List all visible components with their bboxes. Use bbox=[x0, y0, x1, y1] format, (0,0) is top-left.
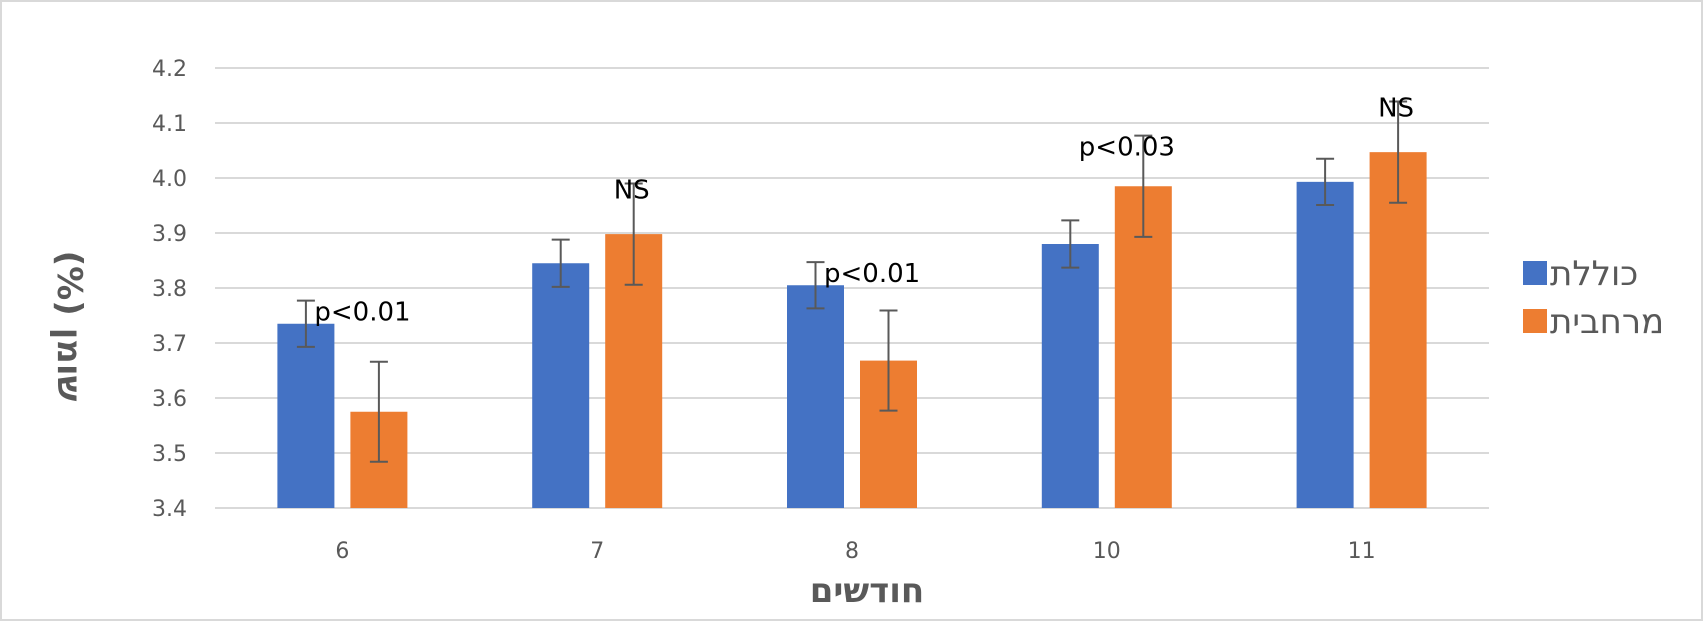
bar-10-series-2 bbox=[1114, 186, 1172, 508]
x-tick-label: 8 bbox=[845, 539, 859, 564]
bars bbox=[277, 152, 1427, 508]
gridlines bbox=[215, 67, 1489, 509]
y-tick-label: 3.4 bbox=[152, 497, 187, 522]
y-tick-label: 4.1 bbox=[152, 112, 187, 137]
y-axis-tick-labels: 3.4 3.5 3.6 3.7 3.8 3.9 4.0 4.1 4.2 bbox=[152, 57, 187, 522]
x-tick-label: 11 bbox=[1348, 539, 1376, 564]
bar-11-series-2 bbox=[1369, 152, 1427, 508]
x-tick-label: 10 bbox=[1093, 539, 1121, 564]
y-tick-label: 4.0 bbox=[152, 167, 187, 192]
legend-label-2: מרחבית bbox=[1550, 302, 1664, 342]
legend-label-1: כוללת bbox=[1550, 254, 1638, 294]
y-axis-title: שומן (%) bbox=[49, 251, 89, 402]
y-tick-label: 3.5 bbox=[152, 442, 187, 467]
y-tick-label: 4.2 bbox=[152, 57, 187, 82]
bar-6-series-1 bbox=[277, 323, 335, 508]
significance-annotations: p<0.01 NS p<0.01 p<0.03 NS bbox=[314, 94, 1414, 328]
x-tick-label: 7 bbox=[590, 539, 604, 564]
bar-10-series-1 bbox=[1041, 244, 1099, 508]
x-axis-tick-labels: 6 7 8 10 11 bbox=[335, 539, 1375, 564]
bar-11-series-1 bbox=[1296, 181, 1354, 508]
annotation-8: p<0.01 bbox=[824, 259, 920, 289]
x-tick-label: 6 bbox=[335, 539, 349, 564]
annotation-10: p<0.03 bbox=[1079, 133, 1175, 163]
error-bars bbox=[296, 100, 1408, 463]
x-axis-title: חודשים bbox=[810, 571, 924, 611]
legend-swatch-1 bbox=[1523, 261, 1547, 285]
bar-8-series-1 bbox=[787, 285, 844, 508]
y-tick-label: 3.9 bbox=[152, 222, 187, 247]
y-tick-label: 3.8 bbox=[152, 277, 187, 302]
annotation-11: NS bbox=[1378, 94, 1414, 124]
y-tick-label: 3.7 bbox=[152, 332, 187, 357]
bar-7-series-1 bbox=[532, 263, 590, 508]
legend: כוללת מרחבית bbox=[1523, 254, 1664, 342]
legend-swatch-2 bbox=[1523, 309, 1547, 333]
y-tick-label: 3.6 bbox=[152, 387, 187, 412]
annotation-7: NS bbox=[614, 176, 650, 206]
annotation-6: p<0.01 bbox=[314, 298, 410, 328]
